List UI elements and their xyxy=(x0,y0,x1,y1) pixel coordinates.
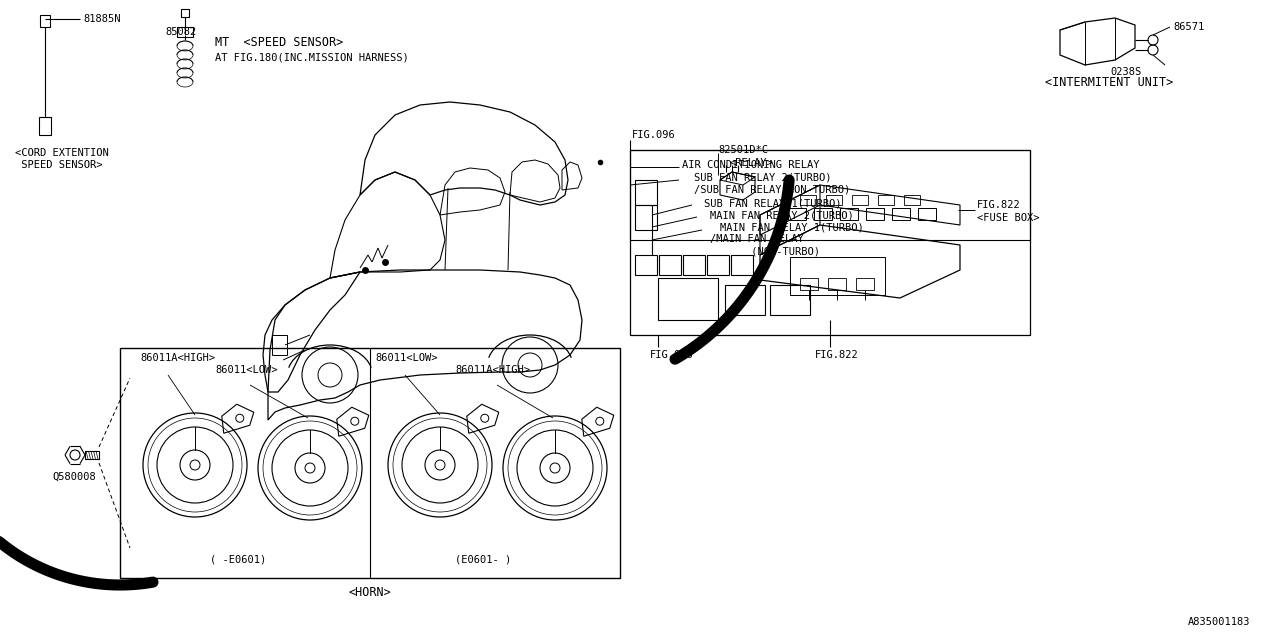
Bar xyxy=(867,208,884,220)
Bar xyxy=(630,150,1030,240)
Bar xyxy=(658,278,718,320)
Text: 86011<LOW>: 86011<LOW> xyxy=(375,353,438,363)
Text: (E0601- ): (E0601- ) xyxy=(454,555,511,565)
Bar xyxy=(38,117,51,135)
Text: 82501D*C: 82501D*C xyxy=(718,145,768,155)
Bar xyxy=(892,208,910,220)
Text: AIR CONDITIONING RELAY: AIR CONDITIONING RELAY xyxy=(682,160,819,170)
Bar xyxy=(120,348,620,578)
Text: <HORN>: <HORN> xyxy=(348,586,392,600)
Text: SPEED SENSOR>: SPEED SENSOR> xyxy=(15,160,102,170)
Bar xyxy=(790,257,884,295)
Text: SUB FAN RELAY 2(TURBO): SUB FAN RELAY 2(TURBO) xyxy=(694,173,832,183)
Bar xyxy=(707,255,730,275)
Bar xyxy=(904,195,920,205)
Bar xyxy=(852,195,868,205)
Text: MT  <SPEED SENSOR>: MT <SPEED SENSOR> xyxy=(215,35,343,49)
Bar xyxy=(630,150,1030,335)
Bar xyxy=(771,285,810,315)
Bar xyxy=(659,255,681,275)
Bar xyxy=(684,255,705,275)
Text: 86011A<HIGH>: 86011A<HIGH> xyxy=(454,365,530,375)
Text: ( -E0601): ( -E0601) xyxy=(210,555,266,565)
Bar xyxy=(84,451,99,459)
Bar xyxy=(800,195,817,205)
Bar xyxy=(635,180,657,205)
Bar xyxy=(273,335,287,355)
Text: /SUB FAN RELAY(NON-TURBO): /SUB FAN RELAY(NON-TURBO) xyxy=(694,185,850,195)
Text: 86571: 86571 xyxy=(1172,22,1204,32)
Text: 86011<LOW>: 86011<LOW> xyxy=(215,365,278,375)
Text: <RELAY>: <RELAY> xyxy=(730,158,773,168)
Text: <INTERMITENT UNIT>: <INTERMITENT UNIT> xyxy=(1044,76,1174,88)
Text: A835001183: A835001183 xyxy=(1188,617,1251,627)
Text: FIG.096: FIG.096 xyxy=(650,350,694,360)
Bar xyxy=(856,278,874,290)
Text: AT FIG.180(INC.MISSION HARNESS): AT FIG.180(INC.MISSION HARNESS) xyxy=(215,52,408,62)
Text: /MAIN FAN RELAY: /MAIN FAN RELAY xyxy=(710,234,804,244)
Bar xyxy=(635,205,657,230)
Text: MAIN FAN RELAY 1(TURBO): MAIN FAN RELAY 1(TURBO) xyxy=(719,222,864,232)
Bar xyxy=(180,9,189,17)
Bar xyxy=(731,255,753,275)
Text: 81885N: 81885N xyxy=(83,14,120,24)
Bar xyxy=(724,285,765,315)
Bar xyxy=(828,278,846,290)
Bar xyxy=(878,195,893,205)
Bar xyxy=(840,208,858,220)
Bar xyxy=(814,208,832,220)
Text: FIG.822: FIG.822 xyxy=(815,350,859,360)
Text: FIG.096: FIG.096 xyxy=(632,130,676,140)
Text: <CORD EXTENTION: <CORD EXTENTION xyxy=(15,148,109,158)
Text: SUB FAN RELAY 1(TURBO): SUB FAN RELAY 1(TURBO) xyxy=(704,198,841,208)
Bar xyxy=(635,255,657,275)
Bar xyxy=(826,195,842,205)
Text: Q580008: Q580008 xyxy=(52,472,96,482)
Text: FIG.822: FIG.822 xyxy=(977,200,1020,210)
Text: (NON-TURBO): (NON-TURBO) xyxy=(719,246,820,256)
Bar xyxy=(40,15,50,27)
Bar xyxy=(788,208,806,220)
Text: MAIN FAN RELAY 2(TURBO): MAIN FAN RELAY 2(TURBO) xyxy=(710,210,854,220)
Text: 86011A<HIGH>: 86011A<HIGH> xyxy=(140,353,215,363)
Bar xyxy=(177,27,193,37)
Text: <FUSE BOX>: <FUSE BOX> xyxy=(977,213,1039,223)
Text: 0238S: 0238S xyxy=(1110,67,1142,77)
Bar xyxy=(800,278,818,290)
Bar xyxy=(918,208,936,220)
Text: 85082: 85082 xyxy=(165,27,196,37)
